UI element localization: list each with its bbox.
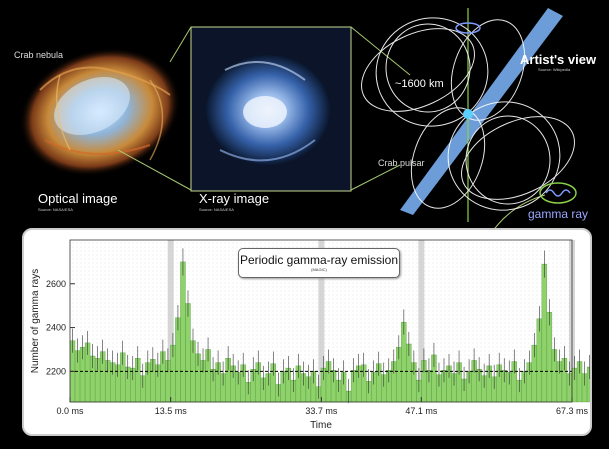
crab-nebula-optical-image bbox=[19, 47, 181, 177]
x-tick-label: 0.0 ms bbox=[56, 406, 84, 416]
y-tick-label: 2400 bbox=[46, 323, 66, 333]
chart-plot: 2200 2400 2600 0.0 ms 13.5 ms 33.7 ms 47.1 ms 6… bbox=[30, 239, 590, 431]
histogram-bar bbox=[185, 303, 191, 403]
distance-label: ~1600 km bbox=[395, 78, 444, 90]
peak-band bbox=[167, 240, 174, 402]
pulsar-artist-illustration bbox=[361, 8, 577, 222]
crab-nebula-label: Crab nebula bbox=[14, 50, 64, 60]
x-tick-label: 47.1 ms bbox=[405, 406, 438, 416]
xray-image-panel: X-ray image Source: NASA/ESA bbox=[185, 0, 360, 225]
crab-nebula-xray-image bbox=[190, 26, 352, 192]
y-axis-label: Number of gamma rays bbox=[30, 269, 41, 373]
histogram-bar bbox=[546, 312, 553, 403]
y-tick-label: 2600 bbox=[46, 279, 66, 289]
histogram-bar bbox=[541, 263, 548, 403]
x-tick-label: 33.7 ms bbox=[305, 406, 338, 416]
chart-subtitle: (MAGIC) bbox=[311, 267, 327, 272]
histogram-bar bbox=[180, 261, 186, 403]
artist-view-label: Artist's view bbox=[520, 52, 597, 67]
xray-image-source: Source: NASA/ESA bbox=[199, 207, 234, 212]
xray-image-label: X-ray image bbox=[199, 191, 270, 206]
optical-image-panel: Crab nebula Optical image Source: NASA/E… bbox=[0, 0, 185, 225]
chart-title: Periodic gamma-ray emission bbox=[239, 253, 399, 267]
x-tick-label: 13.5 ms bbox=[155, 406, 188, 416]
optical-image-source: Source: NASA/ESA bbox=[38, 207, 73, 212]
artist-view-source: Source: Wikipedia bbox=[538, 67, 571, 72]
y-tick-label: 2200 bbox=[46, 366, 66, 376]
crab-pulsar-label: Crab pulsar bbox=[378, 158, 425, 168]
chart-title-box: Periodic gamma-ray emission (MAGIC) bbox=[238, 248, 400, 278]
x-axis-label: Time bbox=[310, 420, 332, 431]
gamma-ray-chart: 2200 2400 2600 0.0 ms 13.5 ms 33.7 ms 47.1 ms 6… bbox=[22, 228, 592, 436]
gamma-ray-label: gamma ray bbox=[528, 207, 589, 221]
artist-view-panel: Artist's view Source: Wikipedia ~1600 km… bbox=[358, 0, 609, 225]
peak-band bbox=[418, 240, 425, 402]
peak-band bbox=[318, 240, 325, 402]
optical-image-label: Optical image bbox=[38, 191, 118, 206]
x-tick-label: 67.3 ms bbox=[556, 406, 589, 416]
